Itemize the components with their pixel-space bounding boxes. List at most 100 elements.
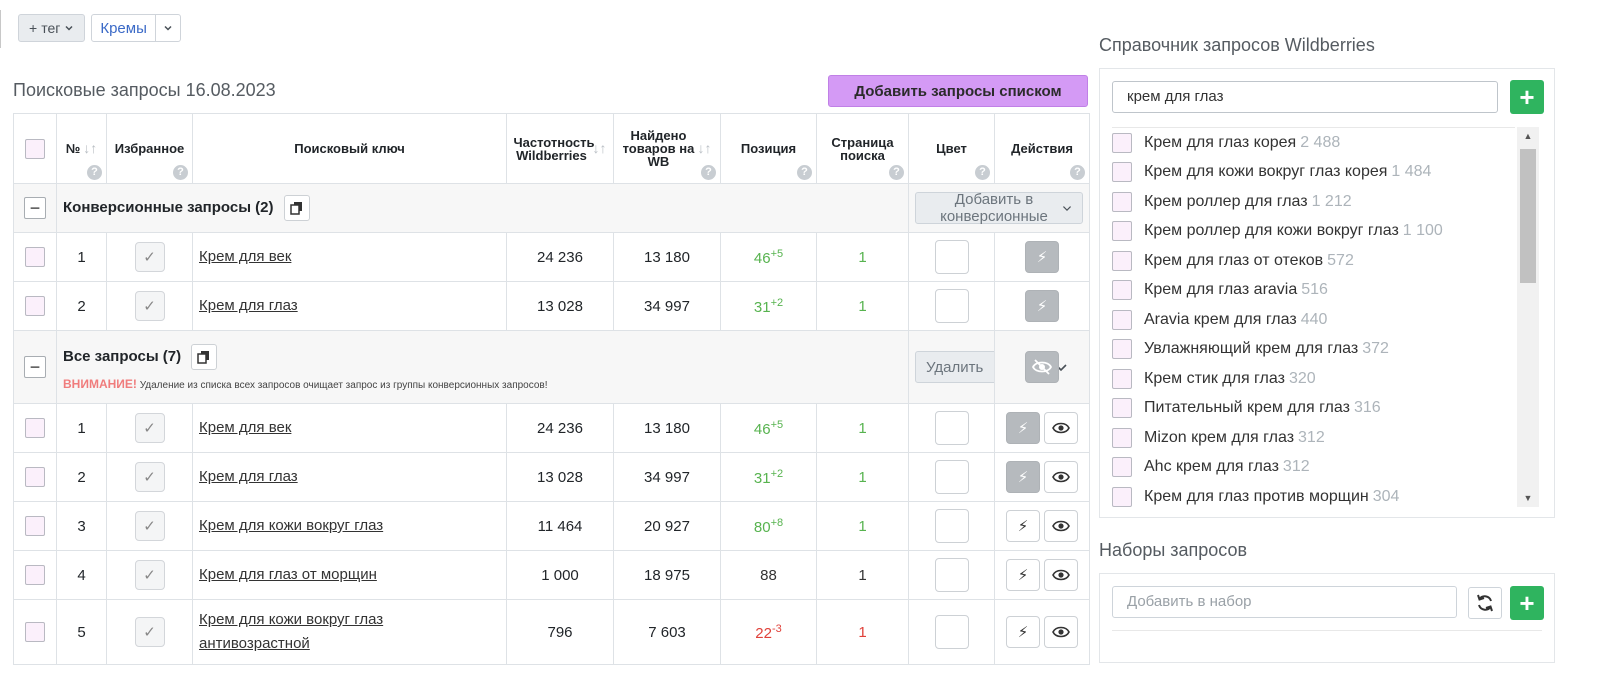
query-link[interactable]: Крем для век: [199, 419, 292, 436]
list-item[interactable]: Крем для глаз против морщин 304: [1112, 482, 1515, 507]
favorite-toggle[interactable]: ✓: [134, 617, 165, 647]
row-checkbox[interactable]: [25, 418, 45, 438]
item-checkbox[interactable]: [1112, 162, 1132, 183]
list-item[interactable]: Питательный крем для глаз 316: [1112, 394, 1515, 424]
item-checkbox[interactable]: [1112, 486, 1132, 507]
scroll-down-arrow-icon[interactable]: ▼: [1523, 493, 1533, 503]
list-item[interactable]: Крем для глаз корея 2 488: [1112, 128, 1515, 158]
list-item[interactable]: Крем роллер для кожи вокруг глаз 1 100: [1112, 217, 1515, 247]
color-picker[interactable]: [934, 411, 969, 445]
color-picker[interactable]: [934, 509, 969, 543]
row-checkbox[interactable]: [25, 247, 45, 267]
add-to-set-input[interactable]: Добавить в набор: [1112, 586, 1457, 618]
bolt-icon[interactable]: ⚡: [1006, 412, 1040, 444]
item-checkbox[interactable]: [1112, 250, 1132, 271]
scroll-thumb[interactable]: [1520, 149, 1536, 283]
favorite-toggle[interactable]: ✓: [134, 413, 165, 443]
list-item[interactable]: Ahc крем для глаз 312: [1112, 453, 1515, 483]
list-item[interactable]: Aravia крем для глаз 440: [1112, 305, 1515, 335]
collapse-group-button[interactable]: −: [24, 197, 46, 219]
favorite-toggle[interactable]: ✓: [134, 511, 165, 541]
item-checkbox[interactable]: [1112, 398, 1132, 419]
header-select-all[interactable]: [13, 113, 57, 184]
color-picker[interactable]: [934, 240, 969, 274]
query-link[interactable]: Крем для век: [199, 248, 292, 265]
help-icon[interactable]: ?: [701, 165, 716, 180]
color-picker[interactable]: [934, 615, 969, 649]
list-item[interactable]: Крем для кожи вокруг глаз корея 1 484: [1112, 158, 1515, 188]
query-link[interactable]: Крем для глаз: [199, 297, 298, 314]
favorite-toggle[interactable]: ✓: [134, 291, 165, 321]
eye-icon[interactable]: [1044, 616, 1078, 648]
add-tag-button[interactable]: + тег: [18, 14, 86, 42]
copy-icon[interactable]: [191, 343, 218, 370]
add-set-button[interactable]: +: [1510, 586, 1544, 620]
item-checkbox[interactable]: [1112, 280, 1132, 301]
query-link[interactable]: Крем для глаз от морщин: [199, 566, 377, 583]
item-checkbox[interactable]: [1112, 339, 1132, 360]
eye-icon[interactable]: [1044, 559, 1078, 591]
row-checkbox[interactable]: [25, 296, 45, 316]
sort-icon[interactable]: ↓↑: [592, 140, 607, 156]
help-icon[interactable]: ?: [87, 165, 102, 180]
sort-icon[interactable]: ↓↑: [697, 140, 712, 156]
item-checkbox[interactable]: [1112, 191, 1132, 212]
item-checkbox[interactable]: [1112, 132, 1132, 153]
add-queries-list-button[interactable]: Добавить запросы списком: [828, 75, 1088, 107]
reference-search-input[interactable]: крем для глаз: [1112, 81, 1498, 113]
bolt-icon[interactable]: ⚡: [1006, 461, 1040, 493]
favorite-toggle[interactable]: ✓: [134, 560, 165, 590]
collapse-group-button[interactable]: −: [24, 356, 46, 378]
tag-chip-label[interactable]: Кремы: [92, 15, 156, 41]
item-checkbox[interactable]: [1112, 221, 1132, 242]
help-icon[interactable]: ?: [797, 165, 812, 180]
refresh-icon[interactable]: [1468, 587, 1502, 619]
reference-scrollbar[interactable]: ▲ ▼: [1517, 127, 1539, 507]
help-icon[interactable]: ?: [889, 165, 904, 180]
list-item[interactable]: Крем роллер для глаз 1 212: [1112, 187, 1515, 217]
eye-off-icon[interactable]: [1025, 351, 1059, 383]
eye-icon[interactable]: [1044, 461, 1078, 493]
color-picker[interactable]: [934, 289, 969, 323]
sort-icon[interactable]: ↓↑: [83, 140, 98, 156]
list-item[interactable]: Крем для глаз aravia 516: [1112, 276, 1515, 306]
row-checkbox[interactable]: [25, 467, 45, 487]
row-checkbox[interactable]: [25, 516, 45, 536]
color-picker[interactable]: [934, 460, 969, 494]
bolt-icon[interactable]: ⚡: [1006, 510, 1040, 542]
list-item[interactable]: Крем стик для глаз 320: [1112, 364, 1515, 394]
tag-dropdown-toggle[interactable]: [156, 15, 180, 41]
query-link[interactable]: Крем для кожи вокруг глаз: [199, 517, 384, 534]
header-num[interactable]: № ↓↑?: [56, 113, 107, 184]
tag-chip[interactable]: Кремы: [91, 14, 181, 42]
eye-icon[interactable]: [1044, 412, 1078, 444]
header-found[interactable]: Найдено товаров на WB ↓↑?: [613, 113, 721, 184]
list-item[interactable]: Крем для глаз от отеков 572: [1112, 246, 1515, 276]
query-link[interactable]: Крем для кожи вокруг глаз антивозрастной: [199, 611, 384, 652]
item-checkbox[interactable]: [1112, 427, 1132, 448]
bolt-icon[interactable]: ⚡: [1006, 559, 1040, 591]
help-icon[interactable]: ?: [173, 165, 188, 180]
list-item[interactable]: Увлажняющий крем для глаз 372: [1112, 335, 1515, 365]
favorite-toggle[interactable]: ✓: [134, 242, 165, 272]
bolt-icon[interactable]: ⚡: [1025, 290, 1059, 322]
select-all-checkbox[interactable]: [25, 138, 45, 159]
row-checkbox[interactable]: [25, 565, 45, 585]
bolt-icon[interactable]: ⚡: [1025, 241, 1059, 273]
list-item[interactable]: Mizon крем для глаз 312: [1112, 423, 1515, 453]
bolt-icon[interactable]: ⚡: [1006, 616, 1040, 648]
help-icon[interactable]: ?: [975, 165, 990, 180]
item-checkbox[interactable]: [1112, 457, 1132, 478]
color-picker[interactable]: [934, 558, 969, 592]
add-query-button[interactable]: +: [1510, 80, 1544, 114]
row-checkbox[interactable]: [25, 622, 45, 642]
conversion-select[interactable]: Добавить в конверсионные: [915, 191, 1083, 225]
scroll-up-arrow-icon[interactable]: ▲: [1523, 131, 1533, 141]
query-link[interactable]: Крем для глаз: [199, 468, 298, 485]
item-checkbox[interactable]: [1112, 368, 1132, 389]
header-frequency[interactable]: Частотность Wildberries ↓↑: [506, 113, 614, 184]
item-checkbox[interactable]: [1112, 309, 1132, 330]
help-icon[interactable]: ?: [1070, 165, 1085, 180]
favorite-toggle[interactable]: ✓: [134, 462, 165, 492]
copy-icon[interactable]: [283, 195, 310, 221]
